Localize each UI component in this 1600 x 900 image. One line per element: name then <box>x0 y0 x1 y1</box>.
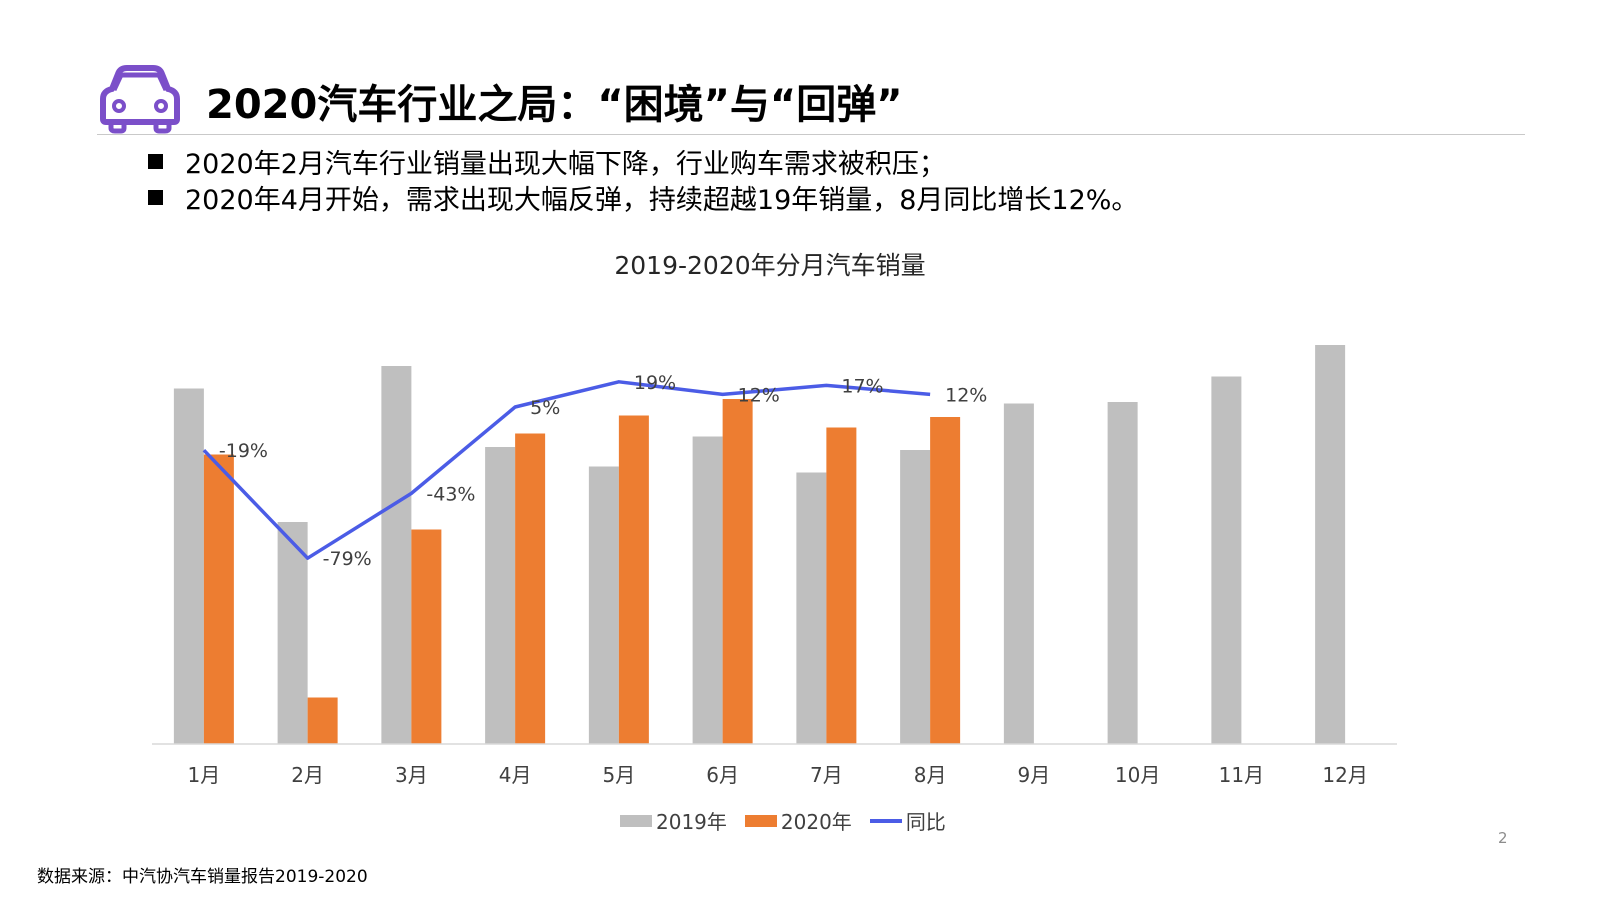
bar-2020 <box>618 415 649 744</box>
bar-2019 <box>381 366 412 744</box>
bar-2019 <box>588 466 619 744</box>
bar-2019 <box>692 436 723 744</box>
x-tick-label: 10月 <box>1115 763 1160 787</box>
square-bullet-icon <box>148 153 163 169</box>
chart-legend: 2019年 2020年 同比 <box>620 806 964 835</box>
x-tick-label: 2月 <box>291 763 324 787</box>
yoy-data-label: 5% <box>530 397 560 419</box>
car-icon <box>100 65 180 134</box>
bar-2019 <box>900 450 931 744</box>
bullet-text: 2020年2月汽车行业销量出现大幅下降，行业购车需求被积压； <box>185 148 946 180</box>
x-tick-label: 1月 <box>188 763 221 787</box>
legend-swatch-2019 <box>620 814 652 827</box>
yoy-data-label: 19% <box>634 372 676 394</box>
chart-title: 2019-2020年分月汽车销量 <box>614 251 926 280</box>
bar-2020 <box>307 697 338 744</box>
bar-2020 <box>930 417 961 744</box>
legend-swatch-yoy <box>869 818 902 823</box>
bar-2020 <box>515 433 546 744</box>
yoy-data-label: 17% <box>841 375 883 397</box>
x-tick-label: 4月 <box>499 763 532 787</box>
bullet-item: 2020年4月开始，需求出现大幅反弹，持续超越19年销量，8月同比增长12%。 <box>148 179 1139 216</box>
x-tick-label: 8月 <box>914 763 947 787</box>
yoy-data-label: -79% <box>323 548 372 570</box>
bar-2020 <box>826 427 857 744</box>
legend-item-2020: 2020年 <box>744 806 852 835</box>
bullet-text: 2020年4月开始，需求出现大幅反弹，持续超越19年销量，8月同比增长12%。 <box>185 184 1139 216</box>
x-tick-label: 12月 <box>1322 763 1367 787</box>
legend-label-yoy: 同比 <box>905 810 946 834</box>
yoy-data-label: -43% <box>426 483 475 505</box>
bar-2020 <box>722 399 753 744</box>
square-bullet-icon <box>148 189 163 205</box>
bullet-item: 2020年2月汽车行业销量出现大幅下降，行业购车需求被积压； <box>148 143 1138 180</box>
legend-swatch-2020 <box>744 814 777 827</box>
legend-item-2019: 2019年 <box>620 806 727 835</box>
bar-2019 <box>1315 345 1346 744</box>
x-tick-label: 6月 <box>706 763 739 787</box>
x-tick-label: 7月 <box>810 763 843 787</box>
bar-2019 <box>796 472 827 744</box>
page-number: 2 <box>1498 829 1508 847</box>
yoy-data-label: -19% <box>219 440 268 462</box>
yoy-data-label: 12% <box>945 384 987 406</box>
bar-2019 <box>1211 376 1242 744</box>
x-tick-label: 11月 <box>1219 763 1264 787</box>
legend-label-2020: 2020年 <box>780 810 852 834</box>
yoy-line <box>202 380 931 560</box>
bar-2019 <box>173 388 204 744</box>
x-tick-label: 3月 <box>395 763 428 787</box>
bar-2019 <box>1003 403 1034 744</box>
data-source-note: 数据来源：中汽协汽车销量报告2019-2020 <box>37 867 368 887</box>
bar-2020 <box>411 529 442 744</box>
legend-item-yoy: 同比 <box>869 806 946 835</box>
x-tick-label: 5月 <box>603 763 636 787</box>
title-divider <box>97 134 1525 135</box>
bar-2019 <box>277 522 308 744</box>
bar-2019 <box>1107 402 1138 744</box>
bullet-list: 2020年2月汽车行业销量出现大幅下降，行业购车需求被积压； 2020年4月开始… <box>148 143 1139 216</box>
bar-2020 <box>203 454 234 744</box>
bar-2019 <box>485 447 516 744</box>
yoy-data-label: 12% <box>738 384 780 406</box>
x-tick-label: 9月 <box>1018 763 1051 787</box>
legend-label-2019: 2019年 <box>656 810 727 834</box>
slide-title: 2020汽车行业之局：“困境”与“回弹” <box>206 82 903 128</box>
